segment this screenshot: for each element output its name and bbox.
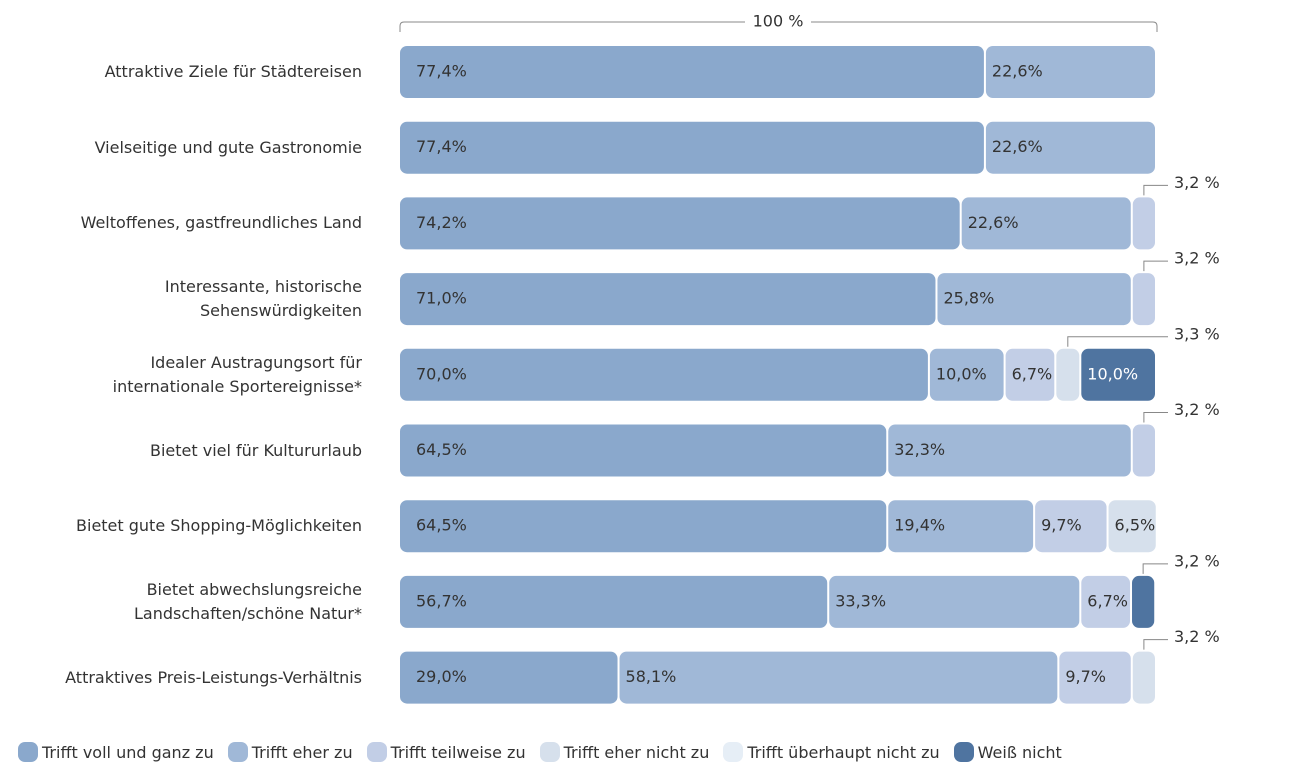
bar-segment — [985, 46, 1155, 98]
legend-swatch — [366, 742, 387, 762]
bar-segment — [400, 46, 984, 98]
bar-segment — [985, 121, 1155, 174]
value-label: 10,0% — [936, 364, 987, 383]
bar-segment — [1132, 273, 1155, 326]
value-label: 3,2 % — [1174, 400, 1220, 419]
category-label: Attraktives Preis-Leistungs-Verhältnis — [65, 667, 362, 687]
legend-item: Trifft eher zu — [227, 742, 353, 762]
bar-segment — [888, 500, 1034, 553]
leader-line — [1143, 184, 1168, 196]
bar-segment — [400, 348, 928, 401]
bar-segment — [1108, 500, 1156, 553]
value-label: 25,8% — [943, 289, 994, 308]
bar-segment — [619, 651, 1058, 704]
bar-segment — [1059, 651, 1131, 704]
category-label: Attraktive Ziele für Städtereisen — [104, 62, 362, 81]
leader-line — [1142, 563, 1168, 574]
value-label: 6,7% — [1012, 364, 1053, 383]
bar-segment — [1081, 575, 1131, 628]
bar-segment — [1081, 348, 1155, 401]
category-label: Weltoffenes, gastfreundliches Land — [80, 213, 362, 233]
bar-segment — [1132, 575, 1155, 628]
value-label: 10,0% — [1087, 364, 1138, 383]
legend-item: Trifft voll und ganz zu — [18, 742, 214, 762]
value-label: 64,5% — [416, 516, 467, 535]
bar-segment — [1132, 197, 1155, 250]
value-label: 29,0% — [416, 667, 467, 686]
value-label: 56,7% — [416, 591, 467, 610]
bar-segment — [937, 273, 1131, 326]
value-label: 77,4% — [416, 62, 467, 81]
legend-swatch — [723, 742, 744, 762]
leader-line — [1143, 260, 1168, 272]
bar-segment — [400, 273, 936, 326]
bar-segment — [400, 121, 984, 174]
bar-segment — [829, 575, 1080, 628]
value-label: 6,5% — [1115, 516, 1156, 535]
category-label: Idealer Austragungsort für international… — [112, 352, 362, 396]
bar-segment — [1132, 424, 1155, 477]
value-label: 22,6% — [992, 137, 1043, 156]
legend-label: Trifft überhaupt nicht zu — [747, 742, 940, 762]
leader-line — [1143, 412, 1168, 423]
legend-label: Weiß nicht — [977, 742, 1062, 762]
legend-label: Trifft eher zu — [251, 742, 353, 762]
bar-segment — [400, 424, 887, 477]
value-label: 74,2% — [416, 213, 467, 232]
bar-segment — [961, 197, 1131, 250]
value-label: 64,5% — [416, 440, 467, 459]
category-label: Vielseitige und gute Gastronomie — [94, 137, 362, 157]
category-label: Interessante, historische Sehenswürdigke… — [164, 277, 362, 321]
value-label: 58,1% — [626, 667, 677, 686]
value-label: 6,7% — [1087, 591, 1128, 610]
total-annotation: 100 % — [753, 12, 804, 31]
value-label: 77,4% — [416, 137, 467, 156]
bar-segment — [400, 575, 828, 628]
value-label: 9,7% — [1041, 516, 1082, 535]
value-label: 32,3% — [894, 440, 945, 459]
value-label: 33,3% — [835, 591, 886, 610]
value-label: 3,2 % — [1174, 627, 1220, 646]
legend-label: Trifft eher nicht zu — [563, 742, 710, 762]
category-label: Bietet abwechslungsreiche Landschaften/s… — [134, 579, 362, 623]
bar-segment — [400, 197, 960, 250]
legend-label: Trifft teilweise zu — [390, 742, 526, 762]
bar-segment — [929, 348, 1004, 401]
value-label: 22,6% — [992, 62, 1043, 81]
leader-line — [1067, 336, 1168, 347]
bar-segment — [1132, 651, 1155, 704]
legend-swatch — [227, 742, 248, 762]
value-label: 3,2 % — [1174, 173, 1220, 192]
legend-item: Trifft teilweise zu — [366, 742, 526, 762]
legend-item: Trifft überhaupt nicht zu — [723, 742, 940, 762]
value-label: 3,2 % — [1174, 551, 1220, 570]
category-label: Bietet viel für Kultururlaub — [149, 440, 362, 460]
bar-segment — [888, 424, 1131, 477]
value-label: 19,4% — [894, 516, 945, 535]
value-label: 22,6% — [968, 213, 1019, 232]
bar-segment — [1056, 348, 1080, 401]
value-label: 9,7% — [1065, 667, 1106, 686]
leader-line — [1143, 639, 1168, 650]
value-label: 71,0% — [416, 289, 467, 308]
value-label: 70,0% — [416, 364, 467, 383]
category-label: Bietet gute Shopping-Möglichkeiten — [76, 516, 362, 536]
legend-label: Trifft voll und ganz zu — [42, 742, 214, 762]
legend-swatch — [18, 742, 38, 762]
legend-swatch — [539, 742, 560, 762]
value-label: 3,3 % — [1174, 324, 1220, 343]
value-label: 3,2 % — [1174, 249, 1220, 268]
legend-swatch — [953, 742, 974, 762]
bar-segment — [1035, 500, 1107, 553]
bracket — [399, 21, 1158, 32]
legend-item: Weiß nicht — [953, 742, 1062, 762]
bar-segment — [1005, 348, 1055, 401]
legend: Trifft voll und ganz zu Trifft eher zu Tri… — [18, 742, 1062, 762]
bar-segment — [400, 500, 887, 553]
legend-item: Trifft eher nicht zu — [539, 742, 710, 762]
bar-segment — [400, 651, 618, 704]
